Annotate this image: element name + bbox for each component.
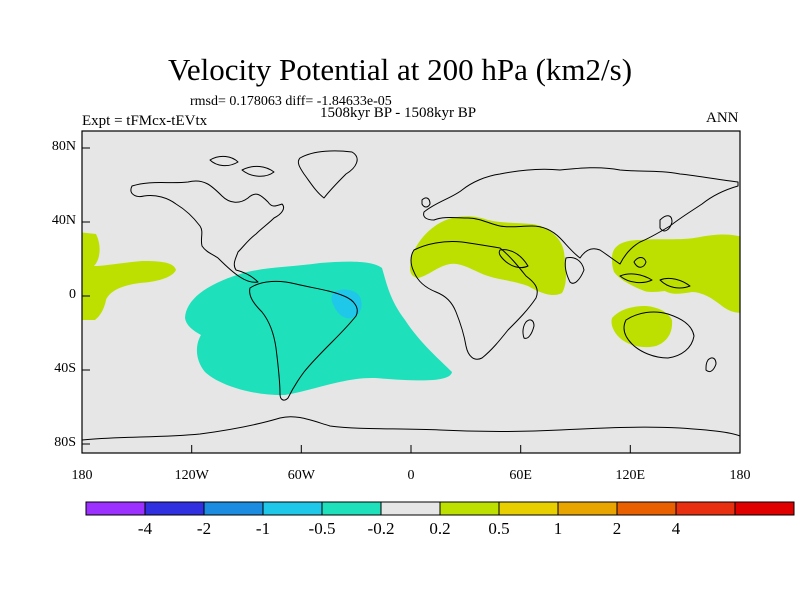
stats-label: rmsd= 0.178063 diff= -1.84633e-05	[190, 94, 392, 109]
colorbar-label: 0.5	[488, 519, 510, 538]
axis-ticks	[81, 147, 741, 453]
y-tick-label: 0	[69, 287, 76, 302]
anomaly-region-africa-asia	[410, 216, 566, 296]
map-background	[82, 131, 740, 453]
colorbar-label: 0.2	[429, 519, 451, 538]
colorbar-swatch	[262, 501, 323, 516]
colorbar-label: 4	[671, 519, 681, 538]
colorbar-swatch	[498, 501, 559, 516]
colorbar-swatch	[321, 501, 382, 516]
period-label: 1508kyr BP - 1508kyr BP	[320, 105, 477, 121]
colorbar-swatch	[439, 501, 500, 516]
colorbar-swatch	[380, 501, 441, 516]
x-tick-label: 120W	[174, 468, 209, 483]
colorbar-label: -4	[137, 519, 153, 538]
colorbar-label: -0.2	[367, 519, 395, 538]
y-tick-label: 40S	[54, 361, 76, 376]
colorbar-swatch	[144, 501, 205, 516]
experiment-label: Expt = tFMcx-tEVtx	[82, 113, 208, 129]
colorbar-swatch	[675, 501, 736, 516]
x-tick-label: 60E	[509, 468, 532, 483]
coastlines	[82, 150, 740, 441]
x-tick-label: 180	[71, 468, 93, 483]
x-tick-label: 60W	[287, 468, 315, 483]
anomaly-region-maritime-continent	[612, 234, 740, 313]
x-tick-label: 180	[729, 468, 751, 483]
colorbar-swatch	[85, 501, 146, 516]
map-content	[82, 150, 740, 441]
season-label: ANN	[706, 110, 739, 126]
colorbar-swatch	[734, 501, 795, 516]
colorbar-label: -1	[255, 519, 271, 538]
colorbar-label: -2	[196, 519, 212, 538]
plot-title: Velocity Potential at 200 hPa (km2/s)	[167, 52, 633, 87]
colorbar-label: 1	[553, 519, 563, 538]
anomaly-region-south-america	[185, 261, 452, 396]
colorbar-label: -0.5	[308, 519, 336, 538]
y-tick-label: 80S	[54, 435, 76, 450]
anomaly-region-core	[331, 289, 362, 319]
colorbar	[85, 501, 795, 516]
colorbar-label: 2	[612, 519, 622, 538]
x-tick-label: 0	[407, 468, 415, 483]
colorbar-swatch	[557, 501, 618, 516]
y-tick-label: 40N	[51, 213, 76, 228]
colorbar-swatch	[203, 501, 264, 516]
x-tick-label: 120E	[615, 468, 646, 483]
anomaly-region-west-pacific	[82, 232, 176, 320]
y-tick-label: 80N	[51, 139, 76, 154]
colorbar-swatch	[616, 501, 677, 516]
